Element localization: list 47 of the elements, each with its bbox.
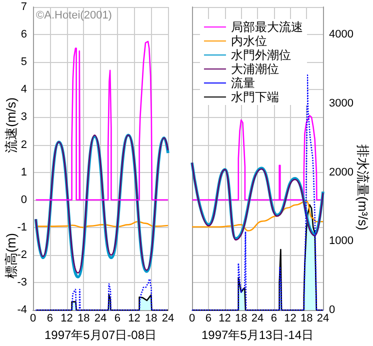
y-tick-label: -3: [17, 276, 27, 289]
y2-tick-label: 4000: [329, 28, 354, 41]
y2-tick-label: 0: [329, 304, 336, 316]
y2-tick-label: 2000: [329, 166, 354, 178]
y-tick-label: 1: [20, 166, 27, 178]
x-tick-label: 0: [188, 312, 196, 325]
y-tick-label: 6: [20, 28, 27, 41]
y2-tick-label: 3000: [329, 97, 354, 110]
y2-tick-label: 1000: [329, 235, 354, 248]
x-tick-label: 6: [114, 312, 120, 325]
x-tick-label: 6: [205, 312, 212, 325]
y-tick-label: 2: [20, 138, 27, 151]
y-tick-label: 5: [20, 56, 27, 68]
y-tick-label: -4: [17, 304, 27, 316]
annotation: ©A.Hotei(2001): [36, 10, 112, 22]
x-tick-label: 18: [78, 312, 90, 325]
y-tick-label: 7: [20, 1, 27, 13]
text: 標高(m): [4, 233, 18, 279]
y-tick-label: -1: [17, 221, 27, 234]
legend-label: 内水位: [231, 34, 267, 48]
x-tick-label: 24: [316, 312, 330, 325]
x-tick-label: 18: [235, 312, 248, 325]
x-tick-label: 12: [60, 312, 73, 325]
legend-label: 水門下端: [231, 90, 279, 104]
y2-axis-title: 排水流量(m³/s): [356, 144, 370, 230]
y-tick-label: 0: [20, 194, 27, 206]
y-tick-label: 4: [20, 84, 27, 96]
x-tick-label: 0: [30, 312, 36, 325]
x-tick-label: 12: [284, 312, 296, 325]
y-tick-label: 3: [20, 111, 27, 124]
legend-label: 局部最大流速: [231, 20, 303, 34]
x-axis-title: 1997年5月13日-14日: [201, 328, 314, 342]
x-tick-label: 12: [128, 312, 140, 325]
x-tick-label: 18: [145, 312, 158, 325]
x-tick-label: 18: [300, 312, 313, 325]
x-tick-label: 6: [46, 312, 53, 325]
x-tick-label: 24: [251, 312, 264, 325]
legend-label: 流量: [231, 76, 255, 90]
x-axis-title: 1997年5月07日-08日: [44, 328, 157, 342]
y-axis-title: 流速(m/s): [4, 97, 18, 153]
x-tick-label: 12: [218, 312, 231, 325]
x-tick-label: 24: [162, 312, 174, 325]
y-tick-label: -2: [17, 248, 27, 261]
legend-label: 水門外潮位: [231, 48, 291, 62]
x-tick-label: 24: [94, 312, 107, 325]
legend-label: 大浦潮位: [231, 62, 279, 76]
x-tick-label: 6: [270, 312, 277, 325]
